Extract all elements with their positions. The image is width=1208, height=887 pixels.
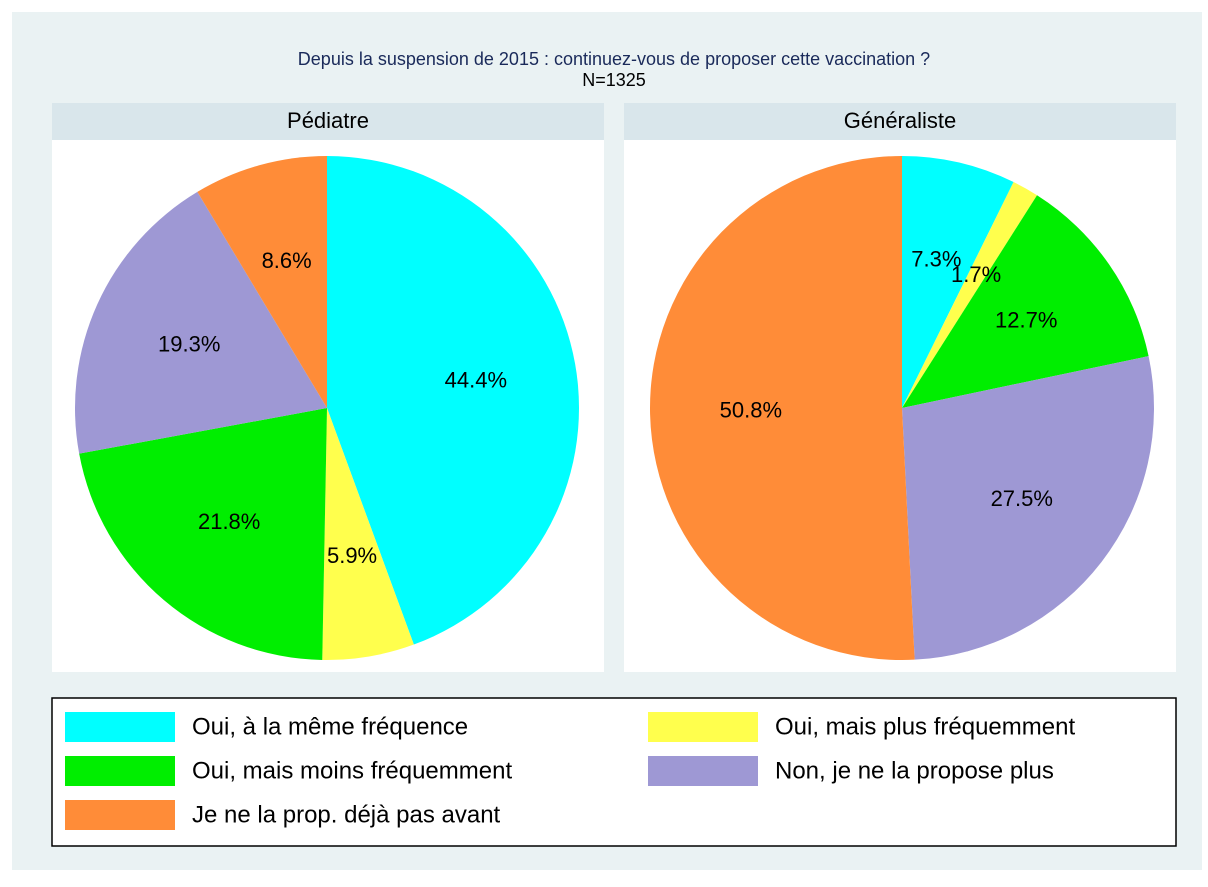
data-label: 1.7% (951, 262, 1001, 287)
legend-label: Non, je ne la propose plus (775, 757, 1054, 784)
data-label: 19.3% (158, 332, 220, 357)
pie-slice (327, 156, 579, 645)
pie-slice (197, 156, 327, 408)
legend-swatch (65, 712, 175, 742)
pie-slice (902, 195, 1149, 408)
pie-slice (79, 408, 327, 660)
pie-slice (902, 182, 1038, 408)
legend-swatch (648, 712, 758, 742)
legend-label: Oui, à la même fréquence (192, 713, 468, 740)
data-label: 27.5% (991, 486, 1053, 511)
legend-label: Je ne la prop. déjà pas avant (192, 801, 501, 828)
panel-title: Pédiatre (287, 108, 369, 133)
data-label: 12.7% (995, 308, 1057, 333)
panel-title: Généraliste (844, 108, 957, 133)
data-label: 44.4% (445, 367, 507, 392)
pie-slice (322, 408, 414, 660)
panel-header (52, 103, 604, 140)
legend-swatch (65, 756, 175, 786)
data-label: 5.9% (327, 543, 377, 568)
legend (51, 697, 1177, 847)
chart-title: Depuis la suspension de 2015 : continuez… (298, 49, 930, 69)
data-label: 21.8% (198, 509, 260, 534)
legend-swatch (65, 800, 175, 830)
data-label: 8.6% (262, 248, 312, 273)
pie-slice (902, 156, 1014, 408)
legend-label: Oui, mais moins fréquemment (192, 757, 512, 784)
pie-slice (650, 156, 915, 660)
legend-label: Oui, mais plus fréquemment (775, 713, 1075, 740)
data-label: 7.3% (911, 247, 961, 272)
pie-slice (74, 191, 327, 454)
panel-header (624, 103, 1176, 140)
legend-swatch (648, 756, 758, 786)
chart-subtitle: N=1325 (582, 70, 646, 90)
data-label: 50.8% (720, 398, 782, 423)
pie-slice (902, 356, 1154, 660)
